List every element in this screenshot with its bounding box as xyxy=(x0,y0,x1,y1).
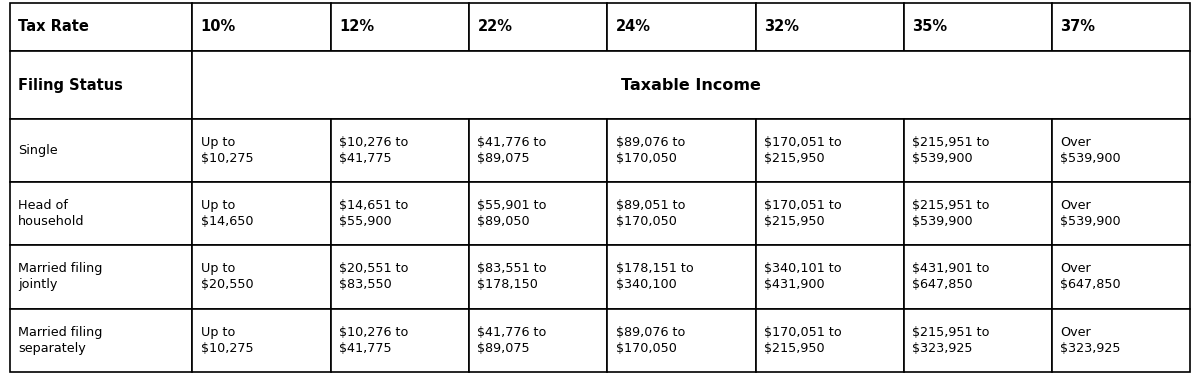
Bar xyxy=(331,182,469,245)
Bar xyxy=(10,245,192,309)
Text: $20,551 to
$83,550: $20,551 to $83,550 xyxy=(340,262,409,291)
Bar xyxy=(904,3,1052,51)
Bar xyxy=(756,3,904,51)
Bar xyxy=(469,182,607,245)
Bar xyxy=(607,182,756,245)
Bar xyxy=(469,309,607,372)
Text: 35%: 35% xyxy=(912,20,947,34)
Bar xyxy=(607,309,756,372)
Text: $14,651 to
$55,900: $14,651 to $55,900 xyxy=(340,199,408,228)
Bar xyxy=(1052,309,1190,372)
Text: 32%: 32% xyxy=(764,20,799,34)
Text: $215,951 to
$539,900: $215,951 to $539,900 xyxy=(912,199,990,228)
Bar xyxy=(756,119,904,182)
Bar xyxy=(192,309,331,372)
Bar xyxy=(1052,182,1190,245)
Text: 22%: 22% xyxy=(478,20,512,34)
Text: $89,076 to
$170,050: $89,076 to $170,050 xyxy=(616,326,685,355)
Text: Over
$323,925: Over $323,925 xyxy=(1061,326,1121,355)
Bar xyxy=(1052,119,1190,182)
Bar xyxy=(331,119,469,182)
Text: $89,076 to
$170,050: $89,076 to $170,050 xyxy=(616,136,685,165)
Text: $41,776 to
$89,075: $41,776 to $89,075 xyxy=(478,136,547,165)
Text: 37%: 37% xyxy=(1061,20,1096,34)
Bar xyxy=(904,309,1052,372)
Text: $431,901 to
$647,850: $431,901 to $647,850 xyxy=(912,262,990,291)
Bar xyxy=(331,3,469,51)
Text: Taxable Income: Taxable Income xyxy=(622,78,761,93)
Bar xyxy=(607,245,756,309)
Text: $178,151 to
$340,100: $178,151 to $340,100 xyxy=(616,262,694,291)
Text: Up to
$14,650: Up to $14,650 xyxy=(200,199,253,228)
Text: 10%: 10% xyxy=(200,20,236,34)
Text: $83,551 to
$178,150: $83,551 to $178,150 xyxy=(478,262,547,291)
Text: Over
$539,900: Over $539,900 xyxy=(1061,136,1121,165)
Bar xyxy=(756,309,904,372)
Bar xyxy=(469,3,607,51)
Bar xyxy=(469,245,607,309)
Bar xyxy=(1052,245,1190,309)
Bar xyxy=(10,3,192,51)
Bar xyxy=(10,119,192,182)
Bar xyxy=(904,182,1052,245)
Text: $55,901 to
$89,050: $55,901 to $89,050 xyxy=(478,199,547,228)
Bar xyxy=(756,245,904,309)
Text: Up to
$20,550: Up to $20,550 xyxy=(200,262,253,291)
Text: $215,951 to
$323,925: $215,951 to $323,925 xyxy=(912,326,990,355)
Bar xyxy=(331,245,469,309)
Bar xyxy=(607,119,756,182)
Bar xyxy=(192,182,331,245)
Text: 24%: 24% xyxy=(616,20,650,34)
Bar xyxy=(192,51,1190,119)
Text: $41,776 to
$89,075: $41,776 to $89,075 xyxy=(478,326,547,355)
Text: Married filing
separately: Married filing separately xyxy=(18,326,102,355)
Bar xyxy=(607,3,756,51)
Text: $215,951 to
$539,900: $215,951 to $539,900 xyxy=(912,136,990,165)
Bar xyxy=(756,182,904,245)
Text: Up to
$10,275: Up to $10,275 xyxy=(200,136,253,165)
Bar xyxy=(192,3,331,51)
Bar xyxy=(1052,3,1190,51)
Bar xyxy=(192,245,331,309)
Text: $170,051 to
$215,950: $170,051 to $215,950 xyxy=(764,199,841,228)
Text: $10,276 to
$41,775: $10,276 to $41,775 xyxy=(340,136,408,165)
Bar xyxy=(192,119,331,182)
Text: $89,051 to
$170,050: $89,051 to $170,050 xyxy=(616,199,685,228)
Bar xyxy=(10,309,192,372)
Bar xyxy=(10,51,192,119)
Bar xyxy=(10,182,192,245)
Text: Head of
household: Head of household xyxy=(18,199,84,228)
Text: Tax Rate: Tax Rate xyxy=(18,20,89,34)
Text: $170,051 to
$215,950: $170,051 to $215,950 xyxy=(764,136,841,165)
Text: Up to
$10,275: Up to $10,275 xyxy=(200,326,253,355)
Text: Filing Status: Filing Status xyxy=(18,78,122,93)
Text: Single: Single xyxy=(18,144,58,157)
Text: $340,101 to
$431,900: $340,101 to $431,900 xyxy=(764,262,841,291)
Bar xyxy=(331,309,469,372)
Bar xyxy=(904,245,1052,309)
Bar xyxy=(904,119,1052,182)
Text: 12%: 12% xyxy=(340,20,374,34)
Text: $10,276 to
$41,775: $10,276 to $41,775 xyxy=(340,326,408,355)
Text: Over
$647,850: Over $647,850 xyxy=(1061,262,1121,291)
Text: $170,051 to
$215,950: $170,051 to $215,950 xyxy=(764,326,841,355)
Text: Over
$539,900: Over $539,900 xyxy=(1061,199,1121,228)
Text: Married filing
jointly: Married filing jointly xyxy=(18,262,102,291)
Bar xyxy=(469,119,607,182)
